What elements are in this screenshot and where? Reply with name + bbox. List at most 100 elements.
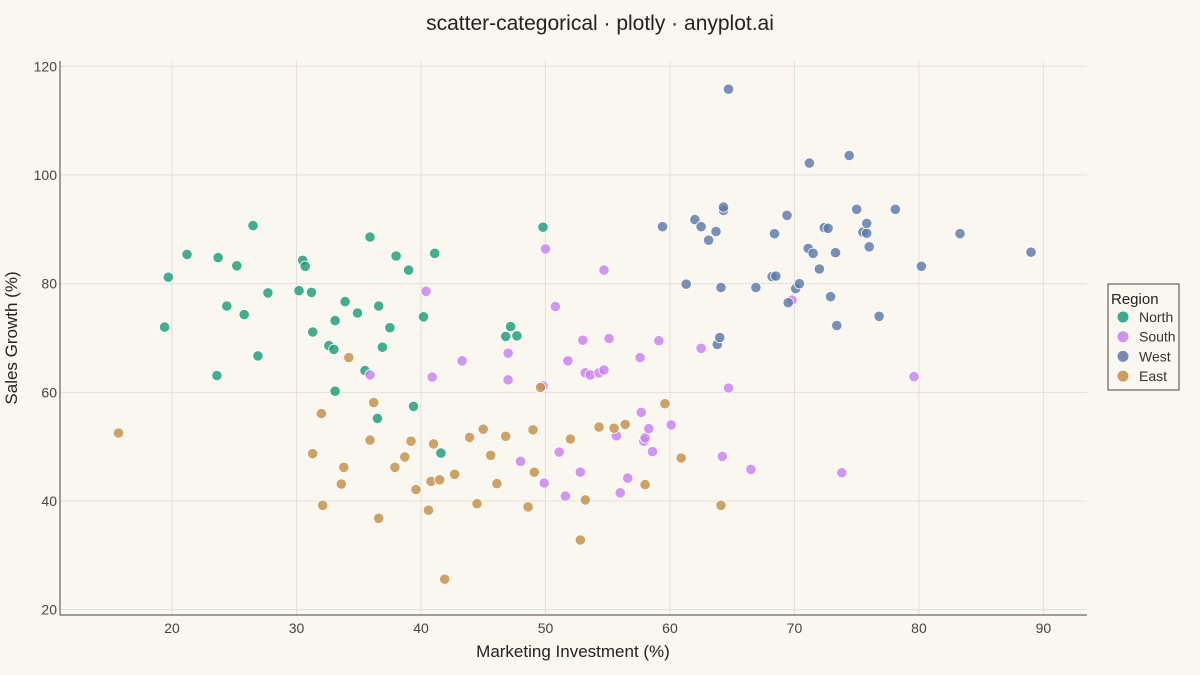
point-west [803,157,816,169]
legend-marker-east [1117,370,1129,382]
point-north [407,400,420,412]
point-north [328,343,340,355]
point-south [574,466,586,478]
point-south [653,335,665,347]
x-tick-label: 90 [1036,620,1052,636]
point-east [343,351,355,364]
point-north [238,308,250,321]
point-south [559,490,572,502]
point-east [389,461,401,473]
y-axis-title: Sales Growth (%) [2,271,21,404]
axes [59,61,1087,616]
point-south [722,382,735,394]
point-south [716,450,728,462]
point-south [635,406,647,418]
point-east [434,474,446,486]
point-east [534,381,547,393]
point-south [634,351,646,364]
point-south [695,342,707,354]
point-east [315,407,327,420]
point-east [659,398,671,410]
legend-marker-south [1117,331,1129,343]
point-south [614,487,626,499]
point-west [768,228,781,240]
data-points [112,83,1037,585]
point-south [539,243,552,255]
x-tick-label: 60 [662,620,678,636]
x-tick-label: 70 [787,620,803,636]
point-east [619,418,631,430]
y-tick-label: 120 [34,58,58,74]
point-west [843,149,855,162]
point-north [221,300,233,312]
point-east [317,499,329,511]
point-south [364,369,376,381]
point-north [329,385,341,397]
point-east [675,452,687,464]
point-south [514,455,527,467]
point-south [502,374,514,386]
point-west [689,214,701,226]
point-south [745,463,757,475]
point-west [824,291,837,303]
point-west [782,297,794,309]
point-north [435,447,447,459]
point-north [247,220,259,232]
point-east [422,504,435,516]
point-west [656,221,669,233]
point-south [836,467,848,479]
point-east [439,573,451,585]
point-east [527,424,539,436]
point-west [954,228,966,240]
point-north [305,286,318,298]
point-south [908,370,920,383]
tick-labels: 20 30 40 50 60 70 80 90 20 40 60 80 100 120 [34,58,1052,636]
point-north [373,300,385,312]
point-west [813,263,826,275]
point-north [537,221,549,233]
x-tick-label: 50 [538,620,554,636]
point-east [528,466,540,478]
x-tick-label: 20 [164,620,180,636]
point-north [299,260,311,272]
point-east [500,430,512,442]
point-north [351,307,364,319]
point-west [722,83,735,95]
point-east [471,498,483,510]
point-west [793,278,806,290]
point-north [371,412,383,424]
point-south [646,445,659,458]
point-east [522,501,534,513]
point-west [873,310,885,322]
point-east [491,477,503,490]
point-east [373,512,385,524]
x-tick-label: 30 [289,620,305,636]
point-north [364,231,376,243]
point-east [335,478,347,490]
point-north [162,271,174,283]
legend-label-south: South [1139,329,1176,345]
point-east [307,448,319,460]
point-east [579,494,591,506]
point-east [448,468,461,480]
point-west [717,201,730,213]
point-east [368,396,380,409]
point-west [861,217,873,229]
point-south [420,285,432,297]
point-south [502,347,514,359]
point-west [710,225,722,238]
point-west [822,222,834,234]
point-north [307,326,319,338]
y-tick-label: 40 [41,493,57,509]
point-west [1025,246,1037,258]
point-west [781,209,793,221]
point-east [410,483,422,496]
point-south [603,332,615,345]
point-east [112,427,125,439]
point-south [598,264,610,276]
x-axis-title: Marketing Investment (%) [476,642,670,661]
point-east [427,438,440,450]
point-north [390,250,402,262]
y-tick-label: 60 [41,384,57,400]
point-north [402,264,415,276]
